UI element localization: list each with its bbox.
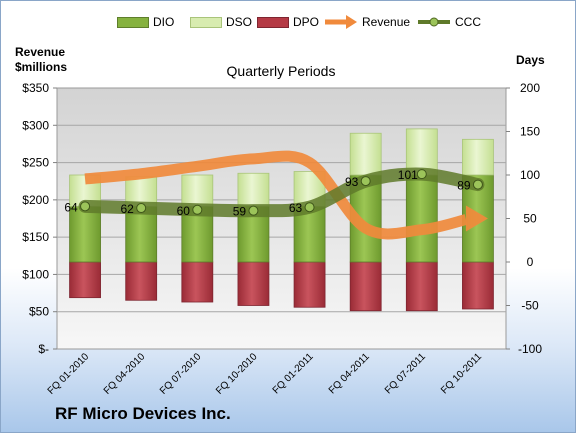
right-axis-label: Days — [516, 53, 545, 67]
chart-title: Quarterly Periods — [226, 63, 336, 79]
x-axis-category-label: FQ 10-2011 — [439, 351, 484, 396]
left-axis-tick-label: $150 — [22, 230, 49, 244]
right-axis-tick-label: 200 — [520, 81, 540, 95]
legend-item-dpo: DPO — [257, 12, 319, 32]
bar-dio — [69, 205, 101, 263]
right-axis-tick-label: 0 — [527, 255, 534, 269]
x-axis-category-label: FQ 07-2010 — [158, 351, 204, 397]
legend-swatch-dio — [117, 16, 149, 28]
ccc-data-label: 89 — [457, 179, 471, 193]
legend-label-dio: DIO — [153, 15, 175, 29]
left-axis-tick-label: $50 — [29, 305, 49, 319]
bar-dso — [181, 174, 214, 207]
left-axis-tick-label: $350 — [22, 81, 49, 95]
bar-dio — [125, 205, 158, 263]
company-name: RF Micro Devices Inc. — [55, 404, 231, 423]
left-axis-tick-label: $250 — [22, 156, 49, 170]
right-axis-tick-label: -50 — [521, 299, 539, 313]
x-axis-category-label: FQ 01-2011 — [271, 351, 316, 396]
x-axis-category-label: FQ 10-2010 — [214, 351, 260, 397]
bar-dpo — [237, 261, 270, 306]
revenue-arrowhead — [465, 205, 488, 232]
bar-dso — [462, 138, 494, 176]
bar-dpo — [462, 261, 494, 310]
bar-dso — [237, 172, 270, 207]
legend-item-revenue: Revenue — [324, 12, 410, 32]
revenue-line — [84, 150, 468, 240]
bar-dpo — [181, 261, 214, 303]
bar-dpo — [69, 261, 101, 299]
legend-line-ccc — [418, 17, 450, 27]
legend-swatch-dpo — [257, 16, 289, 28]
ccc-marker — [360, 176, 371, 187]
bar-dio — [405, 174, 438, 263]
ccc-marker — [304, 202, 315, 213]
ccc-marker — [248, 205, 259, 216]
legend-label-dso: DSO — [226, 15, 253, 29]
legend-arrow-revenue — [325, 15, 357, 29]
bar-dpo — [349, 261, 382, 312]
ccc-data-label: 59 — [233, 205, 247, 219]
legend-item-dso: DSO — [190, 12, 252, 32]
legend-label-revenue: Revenue — [362, 15, 411, 29]
ccc-marker — [136, 203, 147, 214]
left-axis-tick-label: $300 — [22, 118, 49, 132]
bar-dso — [349, 132, 382, 176]
left-axis-label-line1: Revenue — [15, 45, 66, 59]
x-axis-category-label: FQ 07-2011 — [383, 351, 428, 396]
bar-dio — [293, 205, 326, 263]
plot-area — [56, 87, 507, 350]
left-axis-tick-label: $- — [38, 342, 49, 356]
ccc-data-label: 93 — [345, 175, 359, 189]
x-axis-category-label: FQ 04-2011 — [327, 351, 372, 396]
ccc-marker — [80, 201, 91, 212]
ccc-data-label: 60 — [177, 204, 191, 218]
legend-swatch-dso — [190, 16, 222, 28]
left-axis-label: Revenue $millions — [15, 45, 67, 75]
right-axis-tick-label: 100 — [520, 168, 540, 182]
ccc-data-label: 63 — [289, 201, 303, 215]
legend-item-dio: DIO — [117, 12, 174, 32]
ccc-data-label: 62 — [121, 202, 135, 216]
legend-label-ccc: CCC — [455, 15, 481, 29]
left-axis-label-line2: $millions — [15, 60, 68, 74]
legend-item-ccc: CCC — [417, 12, 481, 32]
bar-dpo — [293, 261, 326, 308]
ccc-data-label: 101 — [398, 168, 418, 182]
x-axis-category-label: FQ 04-2010 — [102, 351, 148, 397]
right-axis-tick-label: -100 — [518, 342, 542, 356]
ccc-data-label: 64 — [64, 200, 78, 214]
right-axis-tick-label: 50 — [523, 212, 537, 226]
ccc-marker — [472, 179, 483, 190]
bar-dpo — [125, 261, 158, 301]
bar-dpo — [405, 261, 438, 312]
x-axis-category-label: FQ 01-2010 — [46, 351, 92, 397]
ccc-marker — [416, 169, 427, 180]
right-axis-tick-label: 150 — [520, 125, 540, 139]
ccc-marker — [192, 204, 203, 215]
left-axis-tick-label: $200 — [22, 193, 49, 207]
legend-label-dpo: DPO — [293, 15, 320, 29]
left-axis-tick-label: $100 — [22, 267, 49, 281]
